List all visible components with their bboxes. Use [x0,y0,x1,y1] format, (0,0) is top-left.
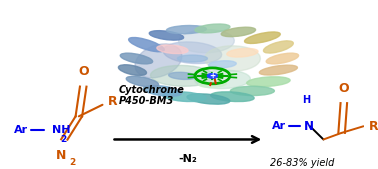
Ellipse shape [231,86,274,95]
Ellipse shape [135,44,182,78]
Ellipse shape [221,27,256,37]
Ellipse shape [143,86,181,96]
Text: +: + [209,71,215,80]
Ellipse shape [166,26,206,34]
Ellipse shape [149,31,184,40]
Text: O: O [338,82,349,95]
Ellipse shape [177,55,208,62]
Ellipse shape [198,80,226,88]
Text: 2: 2 [69,158,76,167]
Text: N: N [304,120,313,133]
Ellipse shape [245,32,280,43]
Ellipse shape [169,72,196,79]
Text: H: H [302,95,310,105]
Ellipse shape [211,92,254,102]
Ellipse shape [209,61,236,68]
Text: Ar: Ar [14,125,28,135]
Text: 2: 2 [60,135,67,144]
Text: N: N [56,150,66,163]
Text: R: R [108,95,118,108]
Ellipse shape [247,77,290,87]
Ellipse shape [163,42,222,64]
Ellipse shape [150,65,214,86]
Text: -N₂: -N₂ [178,154,197,164]
Ellipse shape [204,46,260,71]
Text: O: O [78,65,88,78]
Ellipse shape [126,76,159,87]
Ellipse shape [129,38,164,52]
Ellipse shape [259,65,297,75]
Text: R: R [369,120,378,133]
Ellipse shape [227,48,258,57]
Text: 26-83% yield: 26-83% yield [270,158,335,168]
Ellipse shape [118,65,147,75]
Circle shape [207,74,217,78]
Text: Cytochrome
P450-BM3: Cytochrome P450-BM3 [119,85,185,106]
Ellipse shape [157,45,188,54]
Ellipse shape [263,41,293,53]
Text: Ar: Ar [272,121,286,131]
Text: NH: NH [51,125,70,135]
Ellipse shape [194,70,250,89]
Ellipse shape [178,30,234,53]
Ellipse shape [195,24,230,33]
Ellipse shape [266,53,299,64]
Ellipse shape [187,94,230,104]
Ellipse shape [163,92,206,102]
Ellipse shape [120,53,153,64]
